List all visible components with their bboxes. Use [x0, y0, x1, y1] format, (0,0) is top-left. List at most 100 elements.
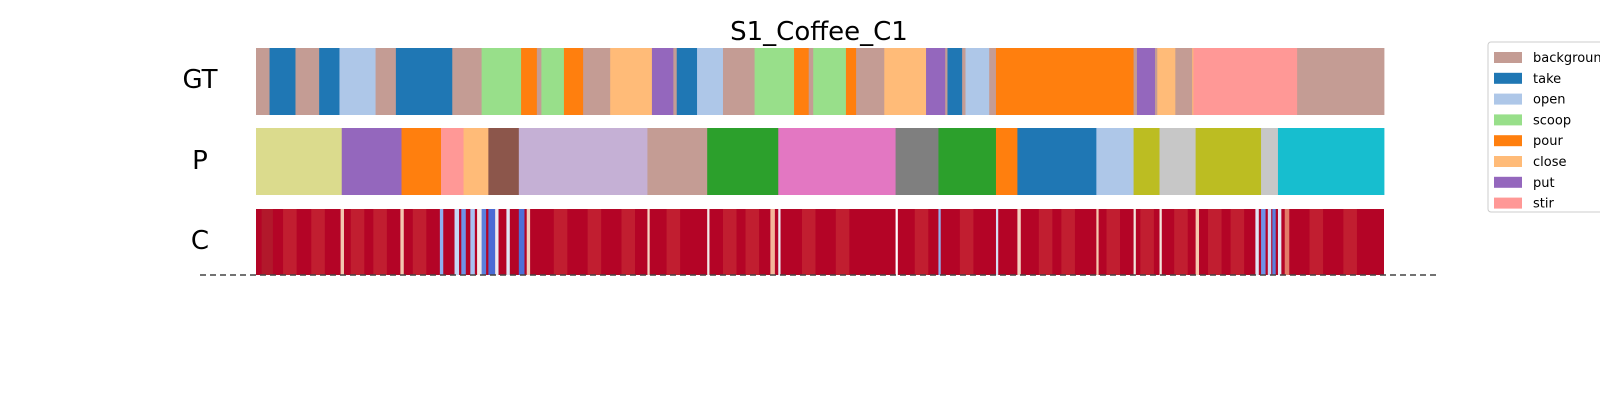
gt-segment-33 — [995, 48, 1134, 115]
p-segment-15 — [1133, 128, 1160, 195]
row-label-p: P — [192, 146, 208, 176]
gt-segment-30 — [962, 48, 966, 115]
p-segment-4 — [463, 128, 489, 195]
gt-segment-8 — [481, 48, 522, 115]
gt-segment-10 — [536, 48, 542, 115]
legend-swatch-pour — [1494, 135, 1522, 147]
gt-segment-36 — [1155, 48, 1158, 115]
gt-segment-12 — [563, 48, 584, 115]
gt-segment-5 — [375, 48, 397, 115]
p-segment-1 — [341, 128, 402, 195]
prediction-segment-bar — [256, 128, 1385, 195]
gt-segment-bar — [256, 48, 1385, 115]
c-shade-11-1 — [1343, 209, 1357, 275]
c-stripe-19 — [938, 209, 941, 275]
legend-label-take: take — [1533, 72, 1561, 87]
legend-swatch-take — [1494, 72, 1522, 84]
gt-segment-35 — [1136, 48, 1156, 115]
gt-segment-39 — [1192, 48, 1194, 115]
c-stripe-5 — [461, 209, 466, 275]
legend-label-put: put — [1533, 176, 1555, 191]
gt-segment-20 — [754, 48, 795, 115]
c-shade-4-0 — [666, 209, 681, 275]
c-stripe-25 — [1195, 209, 1200, 275]
row-label-gt: GT — [182, 65, 217, 95]
gt-segment-38 — [1175, 48, 1193, 115]
c-stripe-20 — [995, 209, 999, 275]
c-shade-8-1 — [1061, 209, 1075, 275]
c-stripe-10 — [495, 209, 499, 275]
confidence-heatmap-bar — [256, 209, 1384, 275]
gt-segment-23 — [813, 48, 847, 115]
legend-frame — [1487, 41, 1600, 213]
p-segment-17 — [1195, 128, 1262, 195]
gt-segment-31 — [965, 48, 990, 115]
gt-segment-27 — [926, 48, 946, 115]
c-shade-10-0 — [1208, 209, 1222, 275]
c-stripe-7 — [477, 209, 483, 275]
gt-segment-19 — [722, 48, 755, 115]
c-shade-3-0 — [553, 209, 568, 275]
gt-segment-4 — [339, 48, 376, 115]
chart-title: S1_Coffee_C1 — [730, 17, 908, 47]
p-segment-3 — [440, 128, 464, 195]
c-stripe-11 — [506, 209, 510, 275]
p-segment-10 — [895, 128, 939, 195]
c-stripe-18 — [895, 209, 898, 275]
gt-segment-24 — [845, 48, 857, 115]
gt-segment-7 — [452, 48, 482, 115]
p-segment-19 — [1277, 128, 1385, 195]
c-stripe-6 — [470, 209, 475, 275]
c-stripe-17 — [778, 209, 781, 275]
gt-segment-37 — [1157, 48, 1176, 115]
c-shade-1-1 — [373, 209, 387, 275]
c-stripe-0 — [261, 209, 273, 275]
c-shade-9-0 — [1106, 209, 1121, 275]
legend-label-pour: pour — [1533, 134, 1563, 149]
gt-segment-1 — [269, 48, 296, 115]
row-label-c: C — [191, 226, 209, 256]
c-stripe-12 — [518, 209, 525, 275]
c-stripe-13 — [526, 209, 531, 275]
p-segment-11 — [938, 128, 997, 195]
p-segment-8 — [707, 128, 779, 195]
c-shade-7-1 — [959, 209, 974, 275]
c-shade-11-0 — [1309, 209, 1324, 275]
c-shade-5-0 — [722, 209, 737, 275]
p-segment-14 — [1096, 128, 1134, 195]
c-stripe-24 — [1159, 209, 1162, 275]
c-shade-6-0 — [801, 209, 816, 275]
c-stripe-21 — [1017, 209, 1021, 275]
c-shade-7-0 — [914, 209, 929, 275]
gt-segment-26 — [884, 48, 927, 115]
c-stripe-22 — [1096, 209, 1099, 275]
c-stripe-23 — [1133, 209, 1136, 275]
c-stripe-8 — [481, 209, 487, 275]
c-shade-0-1 — [311, 209, 325, 275]
c-stripe-16 — [770, 209, 775, 275]
gt-segment-11 — [541, 48, 565, 115]
legend-swatch-stir — [1494, 197, 1522, 209]
c-stripe-31 — [1284, 209, 1290, 275]
p-segment-6 — [518, 128, 648, 195]
legend-swatch-background — [1494, 52, 1522, 63]
c-stripe-26 — [1255, 209, 1259, 275]
legend-swatch-scoop — [1494, 114, 1522, 126]
c-stripe-4 — [454, 209, 460, 275]
gt-segment-41 — [1297, 48, 1385, 115]
p-segment-16 — [1159, 128, 1197, 195]
c-shade-9-1 — [1140, 209, 1154, 275]
c-shade-5-1 — [745, 209, 760, 275]
p-segment-13 — [1017, 128, 1097, 195]
c-stripe-3 — [439, 209, 444, 275]
gt-segment-15 — [651, 48, 674, 115]
p-segment-9 — [778, 128, 896, 195]
c-stripe-2 — [400, 209, 404, 275]
gt-segment-9 — [521, 48, 538, 115]
gt-segment-34 — [1133, 48, 1138, 115]
legend: background take open scoop pour close put stir — [1487, 41, 1600, 213]
gt-segment-29 — [947, 48, 963, 115]
p-segment-5 — [488, 128, 520, 195]
legend-label-scoop: scoop — [1533, 113, 1571, 128]
